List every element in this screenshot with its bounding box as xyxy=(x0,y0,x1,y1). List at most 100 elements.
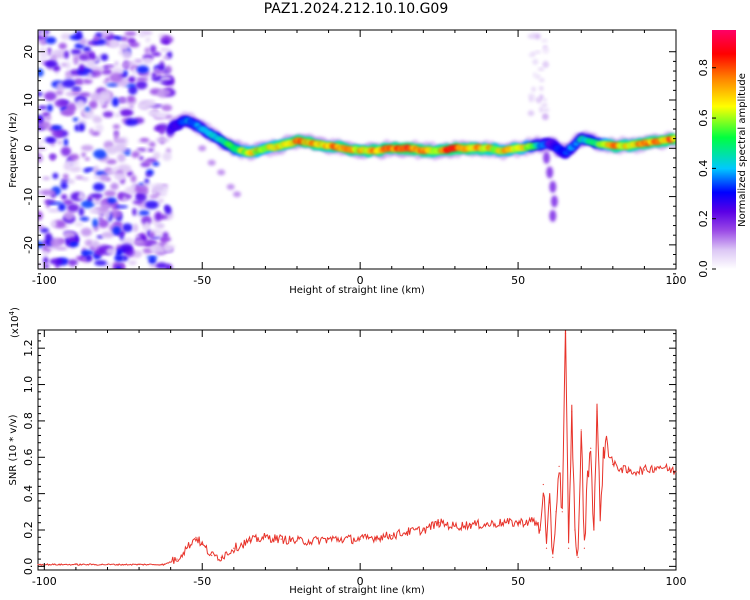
noise-blob xyxy=(115,265,122,269)
noise-blob xyxy=(163,55,170,60)
noise-blob xyxy=(44,115,52,121)
noise-blob xyxy=(93,149,107,159)
snr-data-point xyxy=(264,536,266,538)
noise-blob xyxy=(81,152,86,158)
snr-data-point xyxy=(517,522,519,524)
noise-blob xyxy=(49,50,63,55)
noise-blob xyxy=(541,103,548,107)
x-tick-label: -100 xyxy=(32,274,57,287)
noise-blob xyxy=(67,259,79,266)
noise-blob xyxy=(118,50,124,55)
noise-blob xyxy=(66,61,71,71)
noise-blob xyxy=(114,254,124,262)
colorbar: 0.0 0.2 0.4 0.6 0.8 Normalized spectral ampl… xyxy=(697,30,748,278)
noise-blob xyxy=(117,153,126,163)
noise-blob xyxy=(144,159,151,165)
noise-blob xyxy=(47,138,57,143)
noise-blob xyxy=(162,152,172,162)
noise-blob xyxy=(142,57,153,65)
x-tick-label: -100 xyxy=(32,575,57,588)
noise-blob xyxy=(40,139,45,144)
snr-data-point xyxy=(628,471,630,473)
noise-blob xyxy=(161,104,173,112)
noise-blob xyxy=(38,147,47,151)
noise-blob xyxy=(541,39,548,43)
noise-blob xyxy=(38,105,48,110)
y-tick-label: 1.0 xyxy=(22,376,35,394)
noise-blob xyxy=(81,249,94,256)
ridge-tail xyxy=(546,166,554,179)
noise-blob xyxy=(91,208,100,213)
snr-data-point xyxy=(470,523,472,526)
noise-blob xyxy=(79,216,90,222)
colorbar-tick-label: 0.8 xyxy=(697,59,710,77)
noise-blob xyxy=(113,138,126,144)
noise-blob xyxy=(113,172,126,181)
noise-blob xyxy=(63,138,69,147)
noise-blob xyxy=(136,65,150,74)
noise-blob xyxy=(89,193,103,199)
snr-data-point xyxy=(539,529,541,531)
noise-blob xyxy=(535,74,541,80)
noise-blob xyxy=(144,101,157,107)
noise-blob xyxy=(135,192,147,202)
noise-blob xyxy=(114,143,128,153)
noise-blob xyxy=(51,125,63,131)
noise-blob xyxy=(138,33,146,38)
noise-blob xyxy=(60,179,70,183)
noise-blob xyxy=(63,199,73,206)
noise-blob xyxy=(83,168,91,173)
x-tick-label: 50 xyxy=(511,274,525,287)
noise-blob xyxy=(87,72,93,81)
noise-blob xyxy=(159,127,165,135)
noise-blob xyxy=(134,234,141,239)
y-tick-label: 0.2 xyxy=(22,521,35,539)
noise-blob xyxy=(60,62,68,67)
noise-blob xyxy=(155,262,168,269)
x-tick-label: 0 xyxy=(357,274,364,287)
noise-blob xyxy=(118,42,130,51)
y-tick-label: 1.2 xyxy=(22,339,35,357)
y-tick-label: 0.6 xyxy=(22,449,35,467)
noise-blob xyxy=(58,42,67,50)
noise-blob xyxy=(91,199,104,205)
colorbar-tick-label: 0.0 xyxy=(697,260,710,278)
noise-blob xyxy=(132,207,137,216)
snr-data-point xyxy=(545,547,548,549)
noise-blob xyxy=(109,72,123,83)
noise-blob xyxy=(79,37,87,46)
noise-blob xyxy=(162,244,173,253)
noise-blob xyxy=(74,222,84,227)
noise-blob xyxy=(84,239,94,247)
snr-data-point xyxy=(590,447,592,449)
y-multiplier-close: ) xyxy=(10,307,21,311)
y-axis-label: SNR (10 * v/v) xyxy=(8,414,19,485)
noise-blob xyxy=(537,98,541,104)
noise-blob xyxy=(43,264,50,269)
noise-blob xyxy=(167,84,174,89)
snr-data-point xyxy=(659,465,661,467)
y-multiplier: (x104) xyxy=(8,307,21,338)
noise-blob xyxy=(65,159,80,167)
noise-blob xyxy=(154,70,163,75)
noise-blob xyxy=(112,124,120,130)
noise-blob xyxy=(117,97,127,103)
noise-blob xyxy=(126,95,136,103)
frequency-ridge xyxy=(165,111,676,222)
noise-blob xyxy=(75,99,86,110)
y-tick-label: 20 xyxy=(22,45,35,59)
noise-blob xyxy=(529,95,534,103)
noise-blob xyxy=(42,250,49,257)
noise-blob xyxy=(91,240,100,250)
snr-data-point xyxy=(533,520,535,522)
snr-series-line xyxy=(38,330,676,567)
colorbar-tick-label: 0.4 xyxy=(697,160,710,178)
snr-data-point xyxy=(552,556,554,558)
noise-blob xyxy=(62,173,69,180)
noise-blob xyxy=(132,67,138,76)
snr-data-point xyxy=(501,522,503,524)
snr-data-point xyxy=(599,511,601,513)
noise-blob xyxy=(139,156,144,161)
snr-data-point xyxy=(612,463,614,466)
x-tick-label: -50 xyxy=(193,274,211,287)
